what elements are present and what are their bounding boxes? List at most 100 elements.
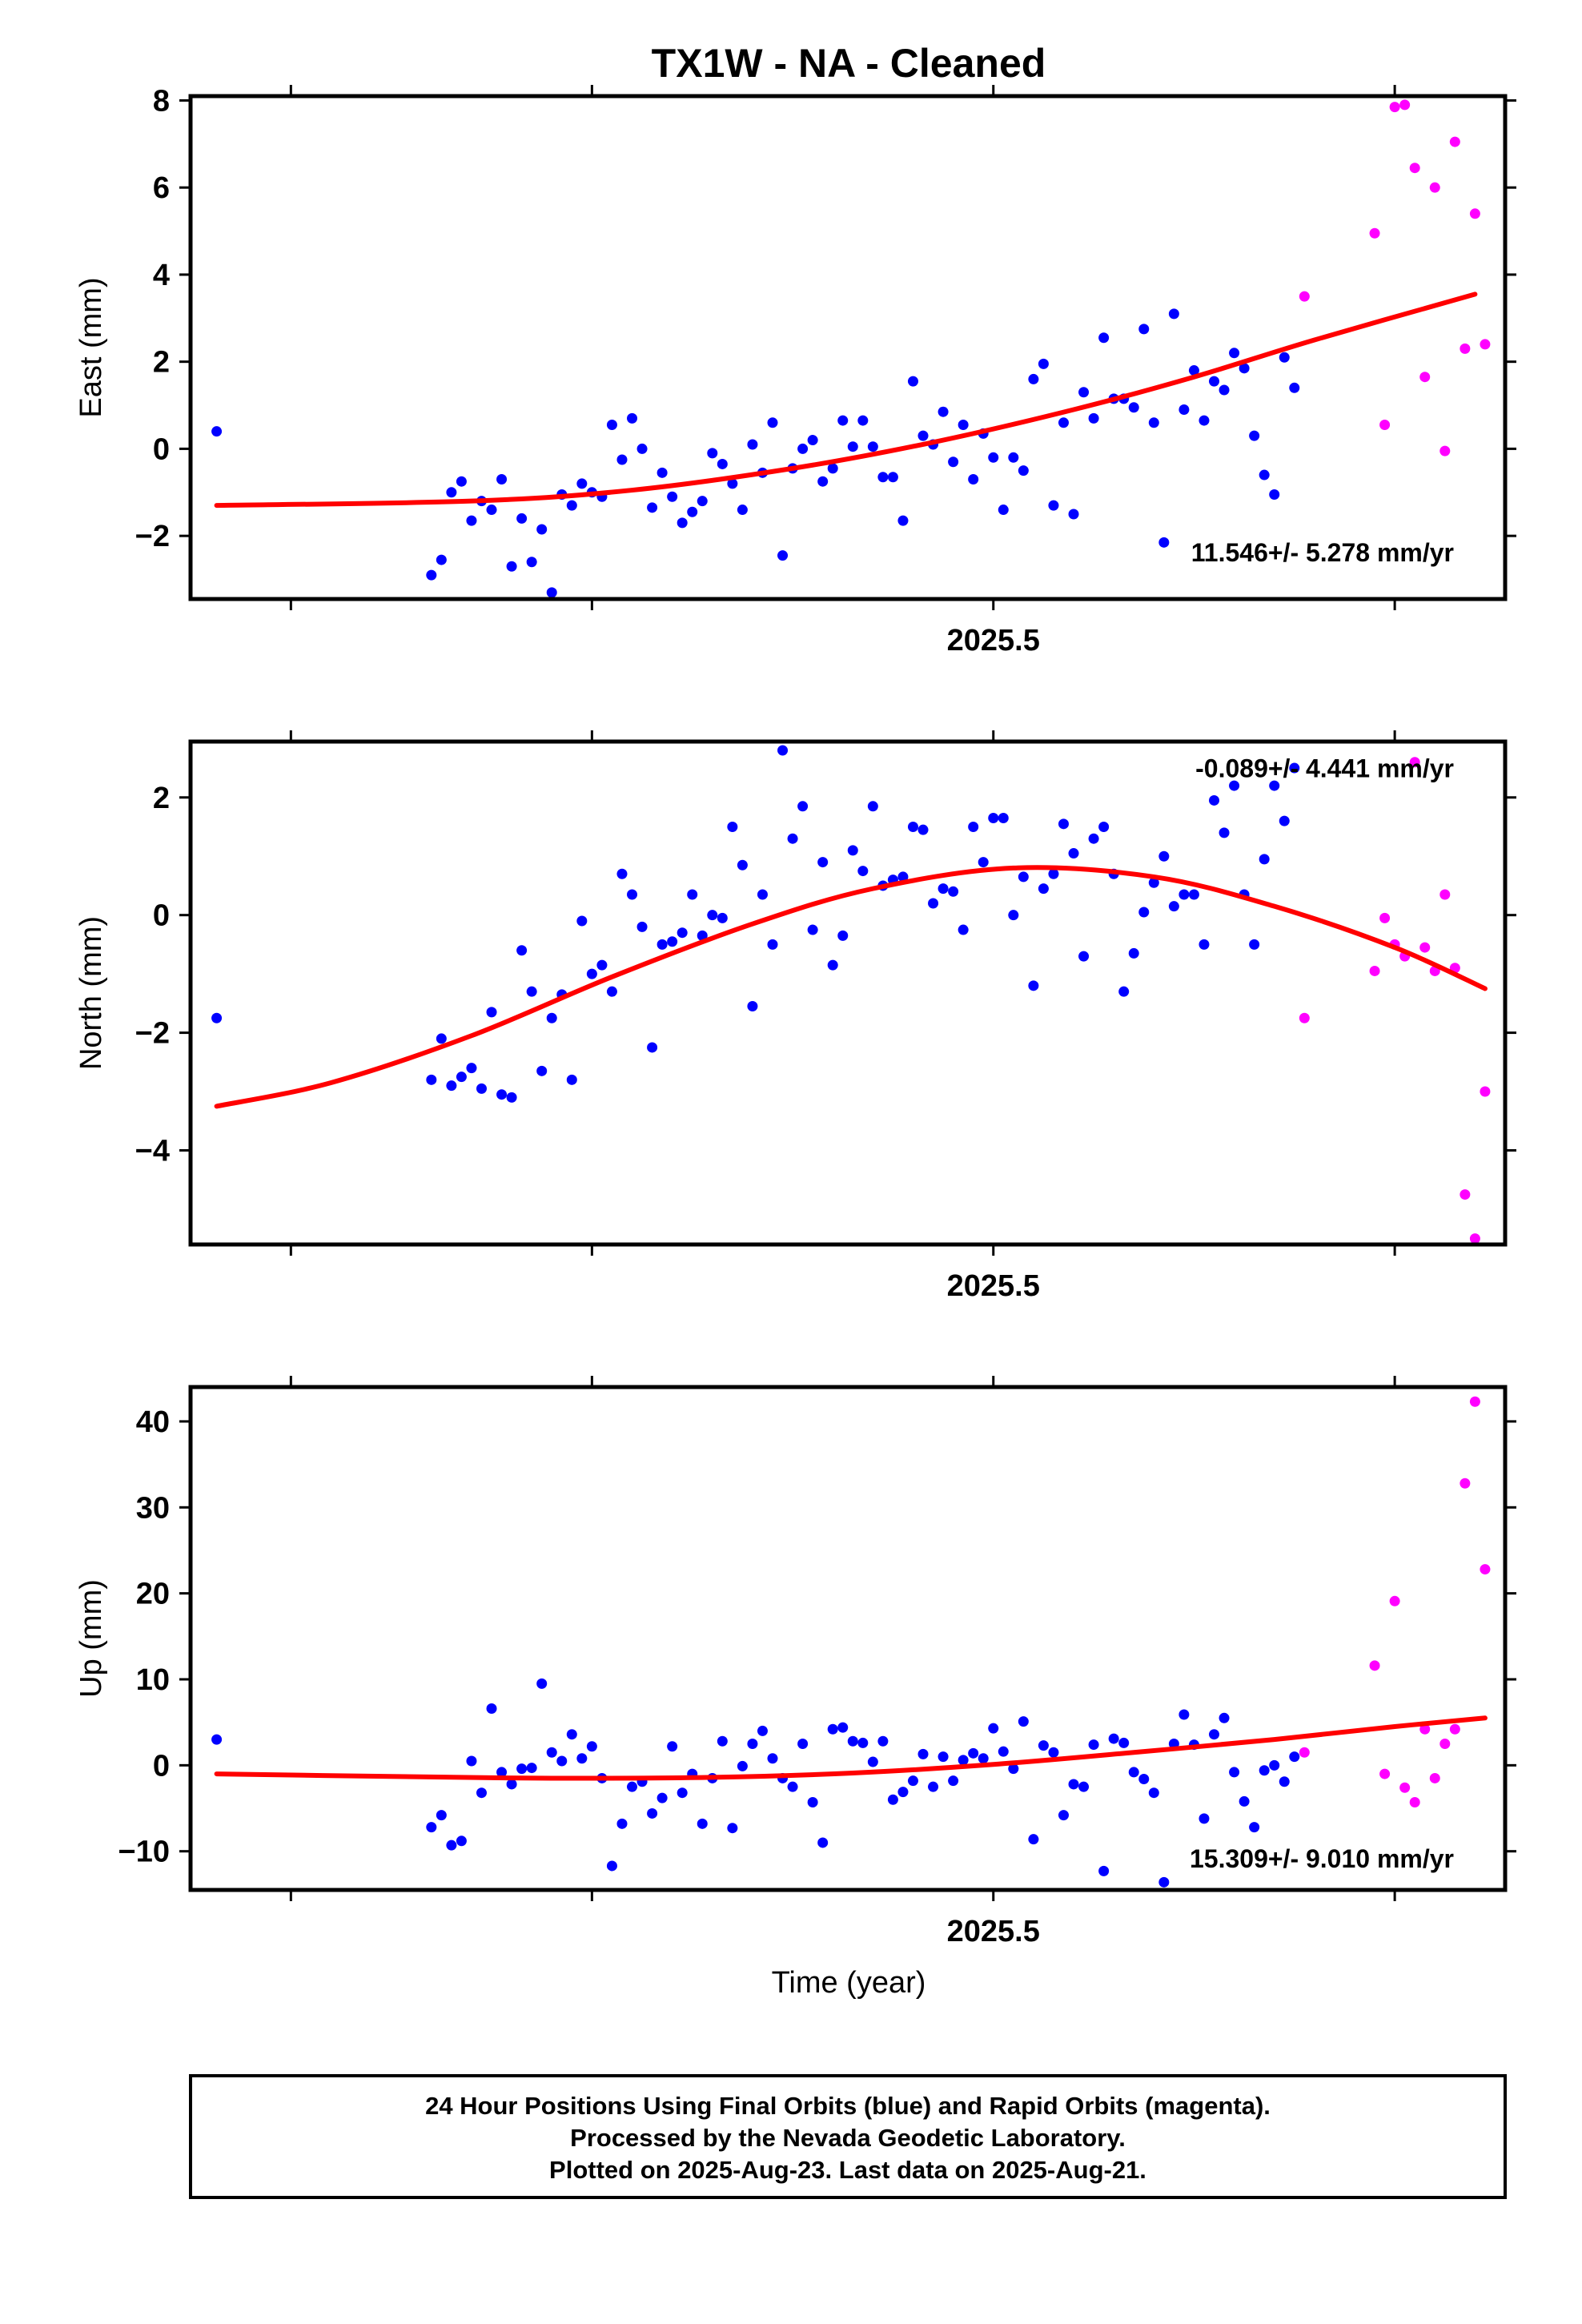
final-orbit-point: [486, 505, 497, 516]
final-orbit-point: [767, 417, 778, 428]
rapid-orbit-point: [1369, 227, 1380, 239]
final-orbit-point: [426, 1822, 437, 1833]
figure-title: TX1W - NA - Cleaned: [652, 41, 1046, 86]
y-tick-label: 6: [153, 171, 170, 205]
final-orbit-point: [727, 1823, 738, 1834]
final-orbit-point: [1188, 365, 1199, 376]
final-orbit-point: [1178, 404, 1190, 415]
final-orbit-point: [677, 927, 688, 939]
panel-east: −2 0 2 4 6 8 2025.5 East (mm) 11.546+/- 5.278 mm…: [74, 84, 1516, 657]
final-orbit-point: [1289, 762, 1300, 774]
final-orbit-point: [456, 476, 467, 487]
final-orbit-point: [1068, 1779, 1079, 1790]
final-orbit-point: [1168, 901, 1179, 912]
final-orbit-point: [787, 833, 798, 844]
final-orbit-point: [958, 924, 969, 935]
final-orbit-point: [1038, 1740, 1049, 1751]
final-orbit-point: [717, 912, 728, 923]
final-orbit-point: [1199, 939, 1210, 950]
final-orbit-point: [1018, 465, 1029, 476]
final-orbit-point: [737, 859, 748, 870]
rapid-orbit-point: [1460, 343, 1471, 354]
final-orbit-point: [516, 945, 528, 956]
rapid-orbit-point: [1399, 1782, 1411, 1793]
final-orbit-point: [1239, 1795, 1250, 1807]
final-orbit-point: [647, 1042, 658, 1053]
final-orbit-point: [697, 1818, 708, 1829]
final-orbit-point: [516, 513, 528, 524]
final-orbit-point: [767, 939, 778, 950]
panel-north: −4 −2 0 2 2025.5 North (mm) -0.089+/- 4.441 mm…: [74, 730, 1516, 1303]
final-orbit-point: [677, 1787, 688, 1799]
final-orbit-point: [897, 515, 909, 526]
final-orbit-point: [1178, 1709, 1190, 1720]
final-orbit-point: [1158, 537, 1170, 548]
final-orbit-point: [1279, 352, 1290, 363]
final-orbit-point: [938, 1751, 949, 1763]
final-orbit-point: [907, 1775, 918, 1787]
final-orbit-point: [446, 1839, 457, 1851]
final-orbit-point: [1249, 1822, 1260, 1833]
final-orbit-point: [807, 435, 818, 446]
final-orbit-point: [586, 968, 597, 979]
final-orbit-point: [978, 857, 989, 868]
final-orbit-point: [968, 822, 979, 833]
final-orbit-point: [436, 1810, 447, 1821]
final-orbit-point: [1279, 815, 1290, 826]
final-orbit-point: [576, 915, 588, 927]
final-orbit-point: [1289, 382, 1300, 393]
final-orbit-point: [847, 441, 858, 452]
final-orbit-point: [797, 443, 809, 454]
final-orbit-point: [1068, 848, 1079, 859]
final-orbit-point: [687, 889, 698, 900]
final-orbit-point: [697, 496, 708, 507]
x-tick-label: 2025.5: [947, 1915, 1040, 1948]
rapid-orbit-point: [1299, 1012, 1310, 1023]
final-orbit-point: [847, 1735, 858, 1747]
y-tick-label: 20: [136, 1578, 170, 1611]
rapid-orbit-point: [1369, 965, 1380, 976]
final-orbit-point: [1259, 469, 1270, 480]
y-axis-label: North (mm): [74, 916, 108, 1070]
footer-line-2: Processed by the Nevada Geodetic Laborat…: [570, 2124, 1126, 2152]
final-orbit-point: [857, 866, 869, 877]
rapid-orbit-point: [1469, 208, 1480, 219]
final-orbit-point: [446, 487, 457, 498]
final-orbit-point: [938, 406, 949, 417]
final-orbit-point: [817, 857, 829, 868]
final-orbit-point: [627, 889, 638, 900]
panel-frame: [188, 94, 1508, 601]
y-tick-label: 40: [136, 1405, 170, 1439]
final-orbit-point: [1188, 889, 1199, 900]
final-orbit-point: [948, 886, 959, 897]
panel-frame: [188, 739, 1508, 1247]
final-orbit-point: [1199, 415, 1210, 426]
rapid-orbit-point: [1379, 420, 1391, 431]
y-tick-label: −10: [118, 1835, 170, 1869]
y-axis-label: East (mm): [74, 277, 108, 417]
final-orbit-point: [968, 1747, 979, 1759]
rapid-orbit-point: [1389, 102, 1400, 113]
rapid-orbit-point: [1449, 1723, 1460, 1735]
y-tick-label: 2: [153, 782, 170, 815]
rapid-orbit-point: [1299, 1747, 1310, 1758]
rapid-orbit-point: [1439, 889, 1451, 900]
final-orbit-point: [1148, 1787, 1159, 1799]
final-orbit-point: [907, 376, 918, 387]
final-orbit-point: [958, 1755, 969, 1766]
final-orbit-point: [667, 1741, 678, 1752]
final-orbit-point: [1178, 889, 1190, 900]
final-orbit-point: [1098, 332, 1110, 344]
final-orbit-point: [1229, 780, 1240, 791]
rapid-orbit-point: [1449, 136, 1460, 147]
footer-line-1: 24 Hour Positions Using Final Orbits (bl…: [425, 2092, 1271, 2120]
final-orbit-point: [877, 472, 889, 483]
y-tick-label: 4: [153, 259, 170, 292]
final-orbit-point: [566, 1729, 577, 1740]
final-orbit-point: [917, 430, 929, 441]
final-orbit-point: [817, 1837, 829, 1848]
final-orbit-point: [606, 420, 617, 431]
final-orbit-point: [837, 930, 849, 941]
final-orbit-point: [546, 1747, 557, 1758]
final-orbit-point: [948, 1775, 959, 1787]
